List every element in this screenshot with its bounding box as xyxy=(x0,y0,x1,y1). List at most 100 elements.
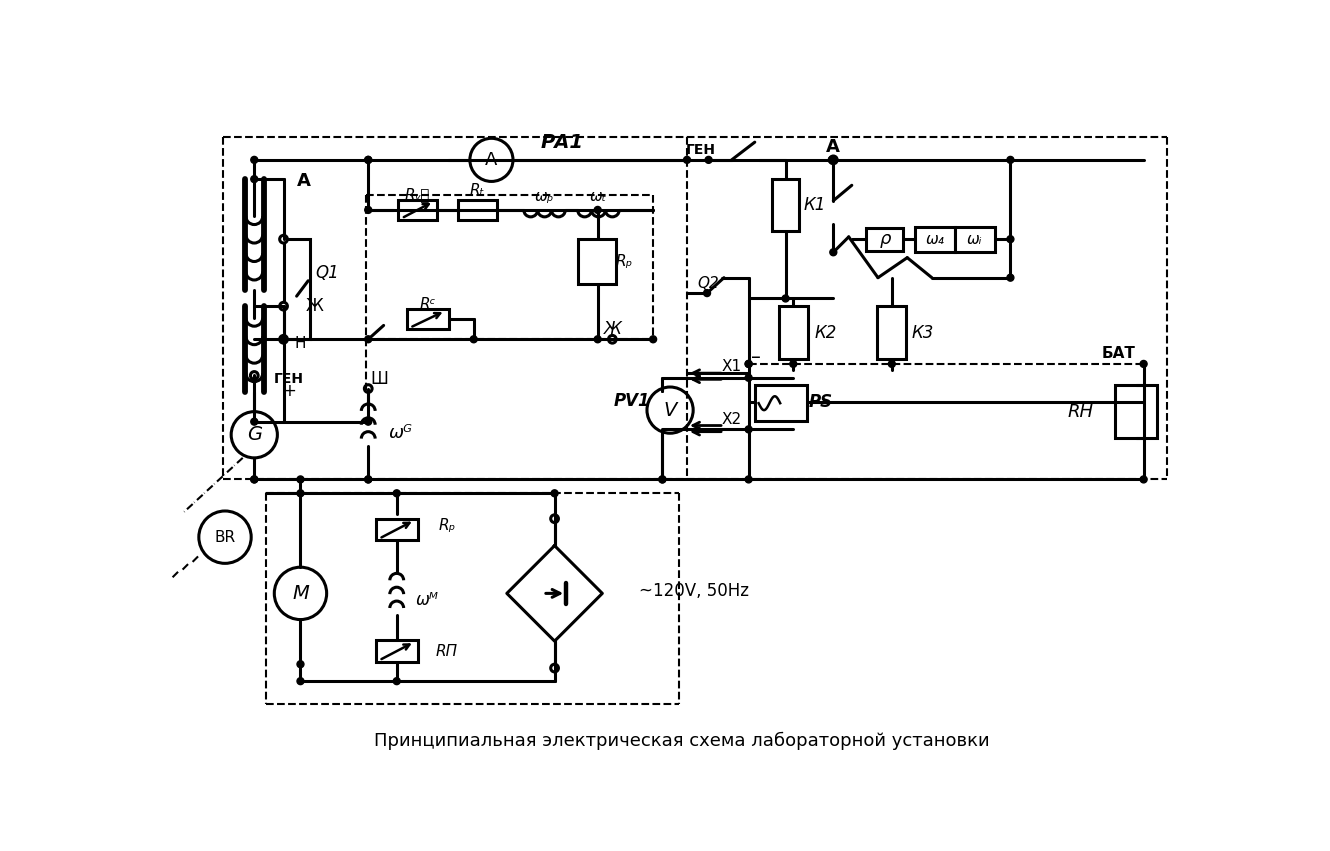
Text: Q2: Q2 xyxy=(698,276,720,290)
Bar xyxy=(459,200,497,220)
Text: –: – xyxy=(751,348,761,368)
Circle shape xyxy=(394,490,400,497)
Circle shape xyxy=(251,372,258,379)
Circle shape xyxy=(745,361,751,368)
Text: РА1: РА1 xyxy=(541,133,584,151)
Text: РS: РS xyxy=(809,393,833,411)
Circle shape xyxy=(1007,236,1013,243)
Text: ГЕН: ГЕН xyxy=(274,373,305,386)
Circle shape xyxy=(830,156,837,163)
Text: Q1: Q1 xyxy=(315,264,339,282)
Text: РV1: РV1 xyxy=(613,391,650,410)
Circle shape xyxy=(745,361,751,368)
Text: A: A xyxy=(485,151,497,168)
Text: ω₄: ω₄ xyxy=(926,231,944,247)
Circle shape xyxy=(250,372,258,380)
Bar xyxy=(398,200,436,220)
Circle shape xyxy=(705,157,712,163)
Text: ГЕН: ГЕН xyxy=(686,143,716,157)
Text: Rᶜ: Rᶜ xyxy=(419,297,436,312)
Text: A: A xyxy=(826,138,841,156)
Text: X1: X1 xyxy=(722,359,742,374)
Circle shape xyxy=(888,361,895,368)
Circle shape xyxy=(297,677,305,684)
Text: G: G xyxy=(246,426,262,444)
Bar xyxy=(376,519,419,540)
Circle shape xyxy=(745,374,751,381)
Circle shape xyxy=(830,248,837,256)
Circle shape xyxy=(200,511,251,563)
Circle shape xyxy=(297,476,305,483)
Circle shape xyxy=(551,515,559,523)
Circle shape xyxy=(297,660,305,668)
Circle shape xyxy=(251,476,258,483)
Text: ρ: ρ xyxy=(879,230,891,248)
Bar xyxy=(577,239,616,284)
Circle shape xyxy=(658,476,666,483)
Bar xyxy=(407,309,450,329)
Text: Rᵧᵲ: Rᵧᵲ xyxy=(404,187,430,202)
Circle shape xyxy=(684,157,690,163)
Circle shape xyxy=(649,336,657,343)
Circle shape xyxy=(646,387,693,433)
Circle shape xyxy=(704,289,710,296)
Circle shape xyxy=(364,157,371,163)
Bar xyxy=(878,306,907,358)
Text: Принципиальная электрическая схема лабораторной установки: Принципиальная электрическая схема лабор… xyxy=(374,732,990,751)
Text: ωₜ: ωₜ xyxy=(589,189,606,203)
Circle shape xyxy=(364,336,371,343)
Text: ωᴳ: ωᴳ xyxy=(388,424,412,443)
Circle shape xyxy=(279,335,287,343)
Text: ωᵢ: ωᵢ xyxy=(967,231,983,247)
Circle shape xyxy=(279,236,287,243)
Circle shape xyxy=(745,476,751,483)
Text: БАТ: БАТ xyxy=(1103,346,1136,361)
Circle shape xyxy=(1140,399,1146,406)
Circle shape xyxy=(471,336,477,343)
Text: Ш: Ш xyxy=(370,370,388,388)
Circle shape xyxy=(830,157,837,163)
Circle shape xyxy=(829,157,835,163)
Circle shape xyxy=(469,139,513,181)
Text: ~120V, 50Hz: ~120V, 50Hz xyxy=(640,582,749,600)
Circle shape xyxy=(251,157,258,163)
Circle shape xyxy=(251,418,258,426)
Circle shape xyxy=(595,336,601,343)
Circle shape xyxy=(364,476,371,483)
Circle shape xyxy=(231,412,278,458)
Text: К2: К2 xyxy=(814,324,837,342)
Circle shape xyxy=(364,418,371,426)
Text: A: A xyxy=(298,173,311,191)
Circle shape xyxy=(1007,274,1013,281)
Bar xyxy=(955,227,995,252)
Bar xyxy=(376,640,419,662)
Circle shape xyxy=(745,426,751,433)
Bar xyxy=(778,306,807,358)
Circle shape xyxy=(790,361,797,368)
Circle shape xyxy=(364,207,371,214)
Circle shape xyxy=(1007,157,1013,163)
Circle shape xyxy=(782,295,789,302)
Circle shape xyxy=(595,207,601,214)
Text: +: + xyxy=(282,382,295,400)
Text: M: M xyxy=(293,584,309,603)
Text: К1: К1 xyxy=(803,196,826,214)
Text: ωₚ: ωₚ xyxy=(535,189,555,203)
Text: Ж: Ж xyxy=(306,297,323,315)
Text: ωᴹ: ωᴹ xyxy=(416,591,439,609)
Circle shape xyxy=(551,665,559,672)
Circle shape xyxy=(281,336,287,343)
Circle shape xyxy=(279,302,287,310)
Circle shape xyxy=(364,476,371,483)
Circle shape xyxy=(551,490,559,497)
Text: Ж: Ж xyxy=(604,320,621,338)
Circle shape xyxy=(1140,476,1146,483)
Bar xyxy=(1115,386,1157,438)
Circle shape xyxy=(658,476,666,483)
Circle shape xyxy=(1140,361,1146,368)
Circle shape xyxy=(251,175,258,183)
Text: RΠ: RΠ xyxy=(436,643,458,659)
Circle shape xyxy=(297,490,305,497)
Text: X2: X2 xyxy=(722,412,742,427)
Circle shape xyxy=(364,385,372,392)
